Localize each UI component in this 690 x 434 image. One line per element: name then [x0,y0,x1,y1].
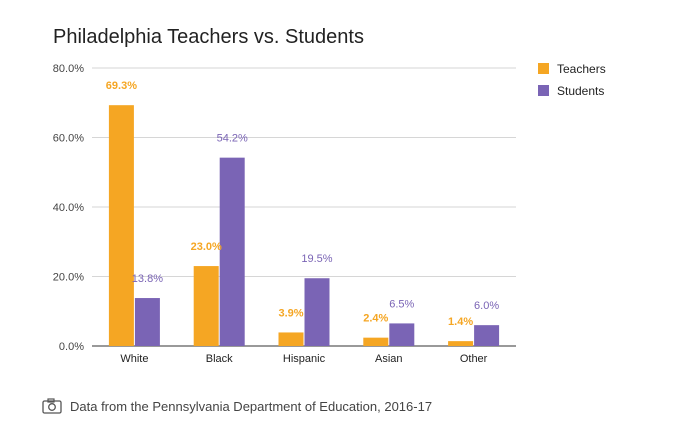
data-label-students: 54.2% [217,133,248,145]
y-tick-label: 40.0% [53,202,84,214]
x-category-label: White [120,353,148,365]
source-text: Data from the Pennsylvania Department of… [70,398,433,414]
legend-label-students: Students [557,84,604,98]
bar-students-other [474,325,500,346]
source-note: Data from the Pennsylvania Department of… [42,398,432,414]
bar-teachers-black [193,266,219,346]
legend-swatch-students [538,85,549,96]
y-axis-ticks: 0.0% 20.0% 40.0% 60.0% 80.0% [53,63,84,353]
y-tick-label: 0.0% [59,341,84,353]
legend-label-teachers: Teachers [557,62,606,76]
gridlines [92,67,516,347]
bar-students-black [219,157,245,346]
y-tick-label: 20.0% [53,272,84,284]
data-label-students: 19.5% [301,253,332,265]
data-label-students: 6.5% [389,298,414,310]
bar-students-hispanic [304,278,330,346]
y-tick-label: 80.0% [53,63,84,75]
data-label-teachers: 1.4% [448,316,473,328]
data-label-teachers: 23.0% [191,241,222,253]
data-label-teachers: 2.4% [363,313,388,325]
data-label-students: 6.0% [474,300,499,312]
bar-students-asian [389,323,415,346]
x-axis-categories: White Black Hispanic Asian Other [120,353,487,365]
bar-teachers-other [448,341,474,346]
legend-swatch-teachers [538,63,549,74]
bar-teachers-hispanic [278,332,304,346]
bar-teachers-white [108,105,134,347]
data-label-students: 13.8% [132,273,163,285]
bars [108,105,500,347]
x-category-label: Black [206,353,233,365]
x-category-label: Asian [375,353,403,365]
chart-title: Philadelphia Teachers vs. Students [53,26,364,48]
x-category-label: Other [460,353,488,365]
data-label-teachers: 69.3% [106,80,137,92]
camera-icon [42,398,62,414]
y-tick-label: 60.0% [53,133,84,145]
bar-teachers-asian [363,337,389,346]
bar-students-white [134,298,160,346]
legend: Teachers Students [538,62,606,98]
data-labels: 69.3% 13.8% 23.0% 54.2% 3.9% 19.5% 2.4%6.5% 1.4… [106,80,500,328]
x-category-label: Hispanic [283,353,326,365]
data-label-teachers: 3.9% [278,307,303,319]
